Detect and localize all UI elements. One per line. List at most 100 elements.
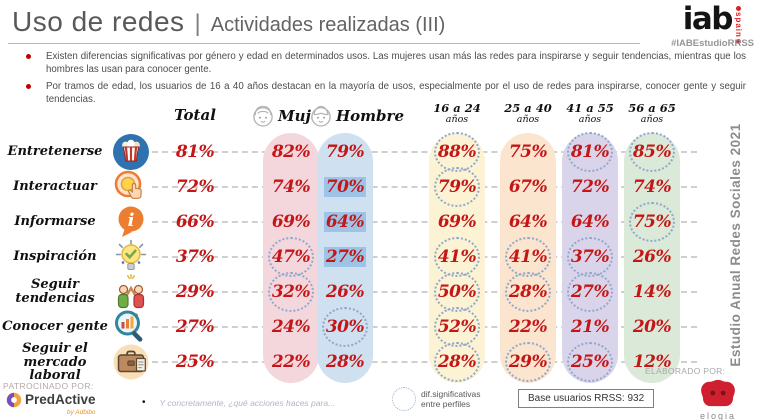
value-cell: 67% <box>496 169 560 204</box>
significant-difference-circle-icon <box>434 166 480 207</box>
sponsored-by-label: PATROCINADO POR: <box>3 381 94 391</box>
value-cell: 70% <box>313 169 377 204</box>
activity-row-label: Informarse <box>14 213 96 229</box>
percentage-value: 29% <box>508 352 548 373</box>
percentage-value: 20% <box>632 317 672 338</box>
value-cell: 75% <box>620 201 684 242</box>
percentage-value: 64% <box>570 211 610 232</box>
hashtag-label: #IABEstudioRRSS <box>671 38 754 49</box>
percentage-value: 69% <box>271 211 311 232</box>
value-cell: 27% <box>163 310 227 345</box>
percentage-value: 52% <box>437 317 477 338</box>
value-cell: 21% <box>558 310 622 345</box>
age-range-label: 16 a 24 <box>433 101 481 115</box>
percentage-value: 21% <box>570 317 610 338</box>
percentage-value: 37% <box>175 246 215 267</box>
percentage-value: 27% <box>323 246 367 267</box>
value-cell: 41% <box>496 236 560 277</box>
value-cell: 81% <box>163 134 227 169</box>
column-header-hombre-label: Hombre <box>336 107 404 125</box>
value-cell: 25% <box>163 345 227 380</box>
row-dashed-line <box>152 291 697 294</box>
value-cell: 14% <box>620 275 684 310</box>
value-cell: 72% <box>558 169 622 204</box>
percentage-value: 79% <box>437 176 477 197</box>
percentage-value: 32% <box>271 282 311 303</box>
sponsor-name: PredActive <box>25 392 96 407</box>
percentage-value: 41% <box>437 246 477 267</box>
value-cell: 22% <box>496 310 560 345</box>
briefcase-icon <box>111 342 151 382</box>
value-cell: 32% <box>259 272 323 313</box>
value-cell: 64% <box>313 204 377 239</box>
value-cell: 72% <box>163 169 227 204</box>
percentage-value: 28% <box>325 352 365 373</box>
percentage-value: 12% <box>632 352 672 373</box>
activity-row-label: Interactuar <box>13 178 97 194</box>
bullet-text: Existen diferencias significativas por g… <box>20 50 746 77</box>
value-cell: 52% <box>425 307 489 348</box>
value-cell: 69% <box>425 204 489 239</box>
percentage-value: 37% <box>570 246 610 267</box>
age-range-label: 41 a 55 <box>566 101 614 115</box>
iab-logo-text: iab <box>682 1 734 37</box>
magnifier-chart-icon <box>111 307 151 347</box>
value-cell: 75% <box>496 134 560 169</box>
value-cell: 27% <box>558 272 622 313</box>
elogia-mark-icon <box>701 379 735 407</box>
percentage-value: 81% <box>570 141 610 162</box>
high-five-icon <box>111 272 151 312</box>
value-cell: 37% <box>163 239 227 274</box>
value-cell: 28% <box>313 345 377 380</box>
activity-row-label: Inspiración <box>13 249 97 265</box>
value-cell: 79% <box>313 134 377 169</box>
title-sub: Actividades realizadas (III) <box>210 14 446 36</box>
percentage-value: 88% <box>437 141 477 162</box>
age-unit-label: años <box>578 114 602 125</box>
percentage-value: 27% <box>570 282 610 303</box>
value-cell: 64% <box>558 204 622 239</box>
sponsor-sub-label: by Adbibo <box>66 409 96 416</box>
column-header-hombre: Hombre <box>308 103 404 129</box>
percentage-value: 74% <box>632 176 672 197</box>
percentage-value: 28% <box>437 352 477 373</box>
percentage-value: 85% <box>632 141 672 162</box>
value-cell: 28% <box>425 342 489 383</box>
predactive-logo: PredActive by Adbibo <box>6 391 96 416</box>
significant-difference-circle-icon <box>629 201 675 242</box>
percentage-value: 41% <box>508 246 548 267</box>
column-header-25-40: 25 a 40 años <box>497 101 559 125</box>
age-range-label: 25 a 40 <box>504 101 552 115</box>
percentage-value: 69% <box>437 211 477 232</box>
percentage-value: 75% <box>508 141 548 162</box>
footnote-text: Y concretamente, ¿qué acciones haces par… <box>159 398 336 408</box>
footnote-bullet: • <box>142 397 146 408</box>
percentage-value: 28% <box>508 282 548 303</box>
age-range-label: 56 a 65 <box>628 101 676 115</box>
red-dot-icon <box>735 6 741 11</box>
percentage-value: 82% <box>271 141 311 162</box>
age-unit-label: años <box>640 114 664 125</box>
percentage-value: 64% <box>508 211 548 232</box>
percentage-value: 79% <box>325 141 365 162</box>
percentage-value: 81% <box>175 141 215 162</box>
woman-face-icon <box>253 105 273 127</box>
significant-difference-circle-icon <box>629 131 675 172</box>
predactive-mark-icon <box>6 392 22 408</box>
percentage-value: 22% <box>271 352 311 373</box>
value-cell: 79% <box>425 166 489 207</box>
intro-bullets: Existen diferencias significativas por g… <box>20 50 746 110</box>
value-cell: 37% <box>558 236 622 277</box>
value-cell: 27% <box>313 239 377 274</box>
activity-row-label: Entretenerse <box>7 143 103 159</box>
significant-difference-circle-icon <box>567 342 613 383</box>
red-dot-icon <box>735 38 741 44</box>
man-face-icon <box>311 105 331 127</box>
row-dashed-line <box>152 361 697 364</box>
title-main: Uso de redes <box>12 6 185 37</box>
elogia-logo: elogia <box>694 378 742 420</box>
significant-difference-circle-icon <box>567 131 613 172</box>
percentage-value: 74% <box>271 176 311 197</box>
spain-logo-text: spain <box>734 12 743 38</box>
